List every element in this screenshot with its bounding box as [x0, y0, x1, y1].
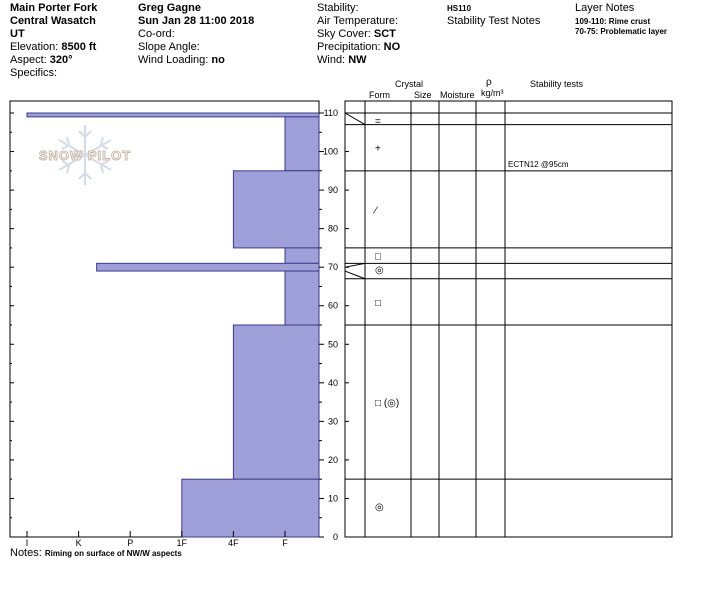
depth-tick-label: 100	[323, 147, 338, 157]
hardness-layer-2	[232, 170, 320, 249]
slope-angle-label: Slope Angle:	[138, 41, 200, 53]
depth-tick-label: 30	[328, 416, 338, 426]
crystal-header: Crystal	[395, 79, 424, 89]
crystal-form-symbol: □ (◎)	[375, 398, 399, 409]
hardness-layer-1	[284, 116, 320, 172]
depth-tick-label: 50	[328, 339, 338, 349]
depth-tick-label: 0	[333, 532, 338, 542]
hardness-layer-6	[232, 324, 320, 480]
notes-label: Notes:	[10, 547, 42, 559]
hardness-layer-3	[284, 247, 320, 264]
layer-note-1: 109-110: Rime crust	[575, 17, 651, 26]
density-unit-header: kg/m³	[481, 88, 504, 98]
wind-value: NW	[348, 54, 367, 66]
depth-tick-label: 40	[328, 378, 338, 388]
range-name: Central Wasatch	[10, 15, 96, 27]
crystal-form-symbol: □	[375, 252, 381, 263]
stability-tests-header: Stability tests	[530, 79, 584, 89]
crystal-form-symbol: ◎	[375, 502, 384, 513]
stability-label: Stability:	[317, 2, 359, 14]
sky-cover-row: Sky Cover: SCT	[317, 28, 396, 40]
specifics-label: Specifics:	[10, 67, 58, 79]
sky-cover-label: Sky Cover:	[317, 28, 371, 40]
observer-name: Greg Gagne	[138, 2, 201, 14]
snowflake-icon	[58, 125, 112, 185]
logo-text: SNOW PILOT	[38, 148, 132, 164]
hardness-layer-7	[181, 478, 320, 538]
hardness-tick-label: I	[26, 538, 29, 548]
precipitation-label: Precipitation:	[317, 41, 381, 53]
depth-tick-label: 90	[328, 185, 338, 195]
crystal-form-symbol: □	[375, 298, 381, 309]
stability-test-result: ECTN12 @95cm	[508, 160, 569, 169]
depth-tick-label: 80	[328, 224, 338, 234]
total-height-hs: HS110	[447, 4, 472, 13]
hardness-tick-label: F	[282, 538, 288, 548]
depth-tick-label: 20	[328, 455, 338, 465]
precipitation-row: Precipitation: NO	[317, 41, 400, 53]
stability-test-notes-title: Stability Test Notes	[447, 15, 541, 27]
aspect-label: Aspect:	[10, 54, 47, 66]
crystal-form-symbol: ◎	[375, 265, 384, 276]
hardness-tick-label: K	[76, 538, 82, 548]
crystal-form-symbol: +	[375, 144, 381, 155]
depth-tick-label: 60	[328, 301, 338, 311]
layer-boundary-slant	[344, 112, 366, 125]
depth-tick-label: 110	[324, 108, 338, 118]
aspect-row: Aspect: 320°	[10, 54, 73, 66]
precipitation-value: NO	[383, 41, 401, 53]
layer-boundary-slant	[344, 262, 366, 268]
size-header: Size	[414, 90, 432, 100]
observation-datetime: Sun Jan 28 11:00 2018	[138, 15, 255, 27]
elevation-row: Elevation: 8500 ft	[10, 41, 96, 53]
depth-tick-label: 70	[328, 262, 338, 272]
wind-loading-row: Wind Loading: no	[138, 54, 225, 66]
elevation-value: 8500 ft	[61, 41, 97, 53]
wind-loading-value: no	[211, 54, 225, 66]
wind-label: Wind:	[317, 54, 346, 66]
hardness-tick-label: 1F	[177, 538, 188, 548]
moisture-header: Moisture	[440, 90, 475, 100]
form-header: Form	[369, 90, 390, 100]
crystal-table-frame	[344, 100, 673, 538]
snow-pilot-logo: SNOW PILOT	[30, 120, 140, 190]
air-temperature-label: Air Temperature:	[317, 15, 399, 27]
hardness-tick-label: 4F	[228, 538, 239, 548]
state-name: UT	[10, 28, 25, 40]
crystal-form-symbol: =	[375, 117, 381, 128]
wind-row: Wind: NW	[317, 54, 367, 66]
hardness-layer-4	[96, 262, 320, 272]
sky-cover-value: SCT	[373, 28, 396, 40]
elevation-label: Elevation:	[10, 41, 59, 53]
wind-loading-label: Wind Loading:	[138, 54, 209, 66]
density-rho-header: ρ	[486, 77, 492, 88]
notes-row: Notes: Riming on surface of NW/W aspects	[10, 547, 182, 559]
location-name: Main Porter Fork	[10, 2, 98, 14]
layer-boundary-slant	[344, 270, 366, 280]
hardness-layer-0	[26, 112, 320, 118]
depth-tick-label: 10	[328, 493, 338, 503]
coord-label: Co-ord:	[138, 28, 175, 40]
hardness-tick-label: P	[127, 538, 133, 548]
crystal-form-symbol: ⁄	[372, 205, 378, 216]
hardness-layer-5	[284, 270, 320, 326]
aspect-value: 320°	[49, 54, 73, 66]
layer-notes-title: Layer Notes	[575, 2, 635, 14]
layer-note-2: 70-75: Problematic layer	[575, 27, 668, 36]
notes-value: Riming on surface of NW/W aspects	[44, 549, 182, 558]
